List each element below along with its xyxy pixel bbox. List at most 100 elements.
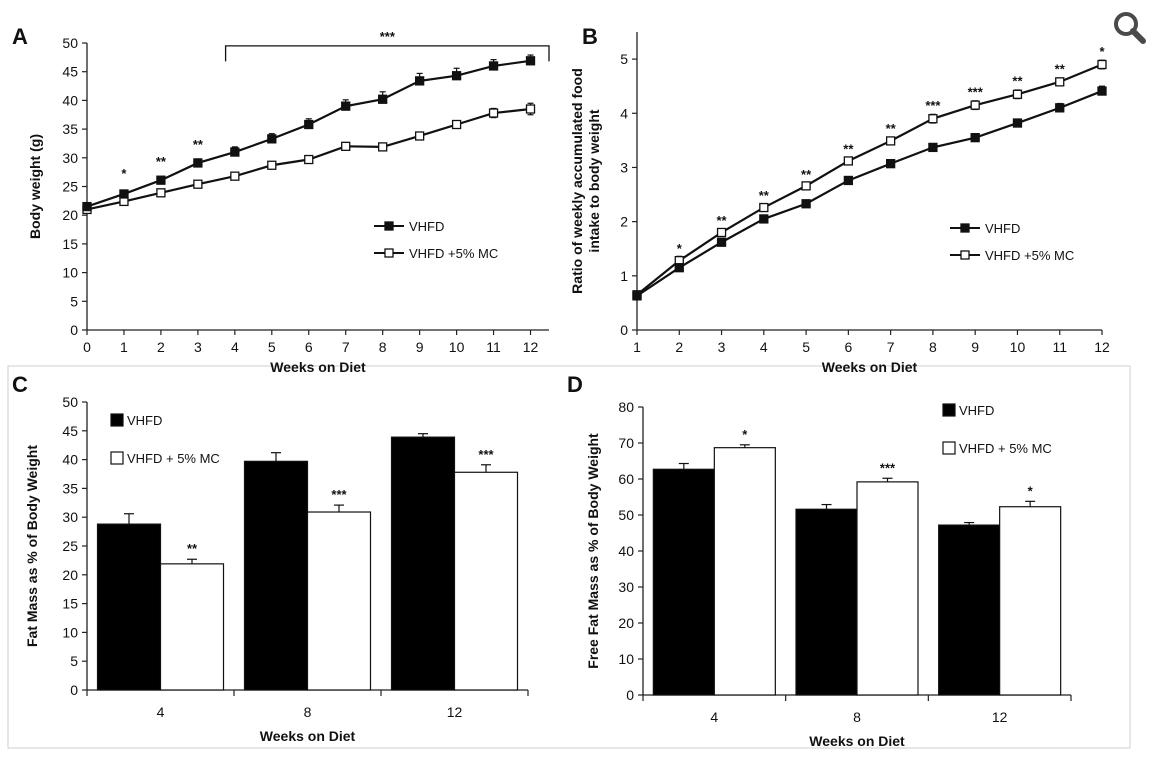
x-tick-label: 6 xyxy=(844,339,852,355)
y-tick-label: 35 xyxy=(62,480,78,496)
data-point xyxy=(304,154,314,165)
y-tick-label: 50 xyxy=(618,507,634,523)
significance-marker: ** xyxy=(801,167,812,182)
x-tick-label: 3 xyxy=(718,339,726,355)
y-tick-label: 30 xyxy=(618,579,634,595)
x-tick-label: 4 xyxy=(710,709,718,725)
legend-label: VHFD + 5% MC xyxy=(127,451,220,466)
data-point xyxy=(82,201,92,212)
x-axis-title: Weeks on Diet xyxy=(270,359,366,375)
y-tick-label: 15 xyxy=(62,596,78,612)
x-axis-title: Weeks on Diet xyxy=(809,733,905,749)
legend-label: VHFD xyxy=(127,413,162,428)
data-point xyxy=(759,202,769,213)
data-point xyxy=(1097,86,1107,96)
y-tick-label: 1 xyxy=(620,268,628,284)
y-tick-label: 10 xyxy=(62,624,78,640)
significance-marker: * xyxy=(121,166,127,181)
data-point xyxy=(451,71,462,81)
y-tick-label: 50 xyxy=(62,35,78,51)
y-tick-label: 45 xyxy=(62,64,78,80)
significance-marker: ** xyxy=(1055,62,1066,77)
data-point xyxy=(525,56,536,66)
x-tick-label: 7 xyxy=(887,339,895,355)
data-point xyxy=(414,131,425,141)
series-line xyxy=(636,90,1103,297)
y-tick-label: 20 xyxy=(62,567,78,583)
data-point xyxy=(928,114,938,124)
x-tick-label: 9 xyxy=(416,339,424,355)
significance-marker: ** xyxy=(1012,74,1023,89)
x-tick-label: 12 xyxy=(523,339,539,355)
data-point xyxy=(119,196,129,207)
y-tick-label: 20 xyxy=(62,207,78,223)
magnifier-zoom-icon[interactable] xyxy=(1112,10,1148,46)
x-tick-label: 8 xyxy=(379,339,387,355)
significance-marker: * xyxy=(1099,44,1105,59)
bar-vhfd-mc xyxy=(453,471,519,691)
significance-marker: * xyxy=(1028,483,1034,498)
bar-vhfd xyxy=(390,436,456,691)
data-point xyxy=(304,119,314,130)
significance-marker: ** xyxy=(886,121,897,136)
significance-marker: ** xyxy=(187,541,198,556)
x-tick-label: 4 xyxy=(760,339,768,355)
legend-marker xyxy=(384,248,394,258)
bar-vhfd-mc xyxy=(713,447,776,696)
data-point xyxy=(759,214,769,224)
y-tick-label: 25 xyxy=(62,538,78,554)
data-point xyxy=(1012,118,1023,128)
significance-bracket xyxy=(224,45,550,62)
y-axis-title: Body weight (g) xyxy=(27,134,43,239)
panel-d-free-fat-mass-chart: D 0 10 20 30 40 50 60 70 80 4 8 12 Weeks on Diet Free… xyxy=(567,372,1072,749)
magnifier-zoom-icon-graphic xyxy=(1114,12,1146,44)
y-tick-label: 40 xyxy=(618,543,634,559)
x-tick-label: 10 xyxy=(1010,339,1026,355)
data-point xyxy=(230,171,240,181)
y-tick-label: 10 xyxy=(62,265,78,281)
x-tick-label: 8 xyxy=(853,709,861,725)
legend-swatch xyxy=(110,413,124,427)
legend-swatch xyxy=(942,441,956,455)
y-tick-label: 80 xyxy=(618,399,634,415)
significance-marker: ** xyxy=(193,137,204,152)
bar-vhfd-mc xyxy=(306,511,372,691)
x-tick-label: 12 xyxy=(1094,339,1110,355)
panel-b-letter: B xyxy=(582,24,598,49)
x-tick-label: 7 xyxy=(342,339,350,355)
x-tick-label: 2 xyxy=(157,339,165,355)
data-point xyxy=(451,119,462,130)
data-point xyxy=(488,61,499,71)
bar-vhfd xyxy=(652,468,715,696)
y-tick-label: 2 xyxy=(620,214,628,230)
legend-marker xyxy=(960,250,970,260)
y-tick-label: 0 xyxy=(70,682,78,698)
y-axis-title-line: Ratio of weekly accumulated food xyxy=(569,68,585,294)
x-tick-label: 4 xyxy=(231,339,239,355)
x-tick-label: 5 xyxy=(802,339,810,355)
legend: VHFD VHFD + 5% MC xyxy=(110,413,220,466)
data-point xyxy=(267,134,277,144)
y-axis-title: Fat Mass as % of Body Weight xyxy=(24,445,40,647)
y-tick-label: 5 xyxy=(70,293,78,309)
data-point xyxy=(885,136,896,146)
y-tick-label: 4 xyxy=(620,105,628,121)
panel-c-fat-mass-chart: C 0 5 10 15 20 25 30 35 40 45 50 4 8 12 Weeks on Diet F… xyxy=(12,372,529,744)
data-point xyxy=(716,237,727,247)
legend-marker xyxy=(960,223,970,233)
x-tick-label: 1 xyxy=(633,339,641,355)
bracket-significance-marker: *** xyxy=(380,29,396,44)
data-point xyxy=(414,76,425,86)
x-tick-label: 0 xyxy=(83,339,91,355)
legend-label: VHFD + 5% MC xyxy=(959,441,1052,456)
data-point xyxy=(193,158,203,168)
data-point xyxy=(801,181,811,191)
data-point xyxy=(341,141,351,151)
y-tick-label: 45 xyxy=(62,423,78,439)
legend-swatch xyxy=(110,451,124,465)
significance-marker: ** xyxy=(156,154,167,169)
series-line xyxy=(636,63,1103,296)
legend-label: VHFD xyxy=(409,219,444,234)
bar-vhfd-mc xyxy=(999,506,1062,696)
